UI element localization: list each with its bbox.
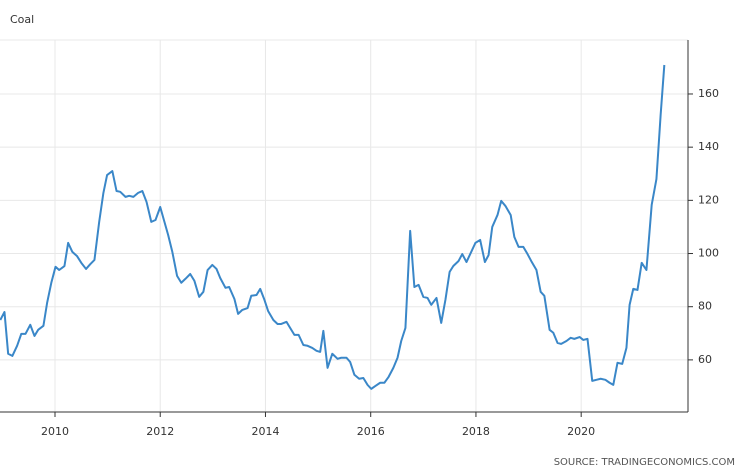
- y-tick-label: 60: [698, 353, 712, 366]
- y-tick-label: 100: [698, 247, 719, 260]
- x-tick-label: 2020: [567, 425, 595, 438]
- x-tick-label: 2012: [146, 425, 174, 438]
- y-tick-label: 160: [698, 87, 719, 100]
- chart-title: Coal: [10, 13, 34, 26]
- data-line: [0, 64, 666, 390]
- x-tick-label: 2010: [41, 425, 69, 438]
- y-tick-label: 80: [698, 300, 712, 313]
- x-tick-label: 2018: [462, 425, 490, 438]
- y-tick-label: 120: [698, 193, 719, 206]
- x-tick-label: 2016: [357, 425, 385, 438]
- x-tick-label: 2014: [251, 425, 279, 438]
- y-tick-label: 140: [698, 140, 719, 153]
- source: SOURCE: TRADINGECONOMICS.COM: [554, 457, 735, 468]
